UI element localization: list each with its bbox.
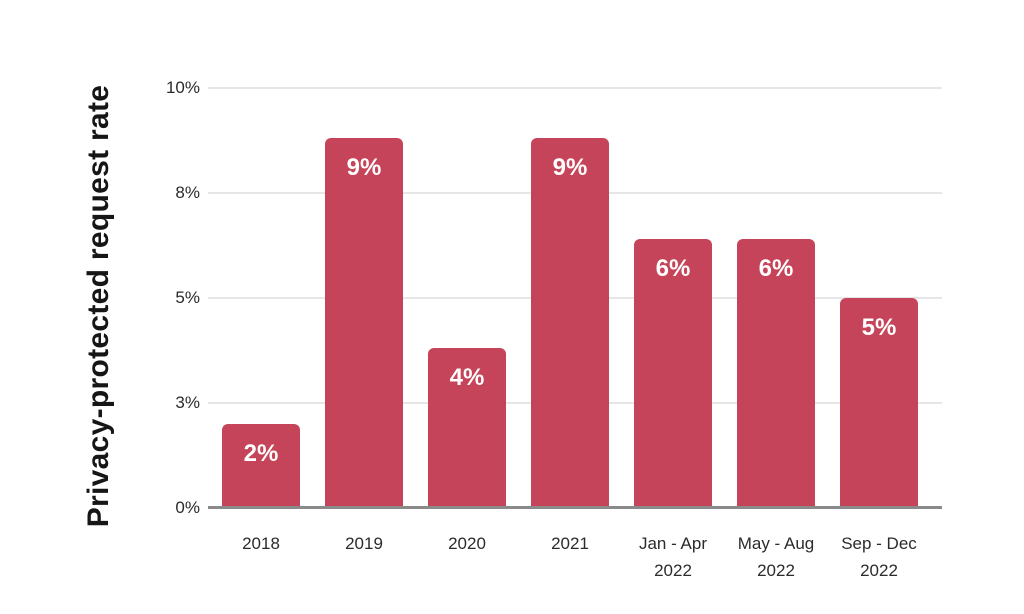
bar-value-label: 2% xyxy=(243,440,279,467)
x-axis-label: 2020 xyxy=(448,534,486,553)
y-axis-tick-label: 8% xyxy=(175,183,200,202)
bar: 6% xyxy=(737,239,815,508)
gridline xyxy=(208,87,942,89)
bar: 9% xyxy=(531,138,609,508)
y-axis-tick-label: 0% xyxy=(175,498,200,517)
y-axis-tick-label: 3% xyxy=(175,393,200,412)
bar-value-label: 6% xyxy=(655,255,691,283)
bar: 9% xyxy=(325,138,403,508)
y-axis-tick-label: 10% xyxy=(165,78,200,97)
bar-value-label: 9% xyxy=(346,154,382,182)
y-axis-tick-label: 5% xyxy=(175,288,200,307)
bar-value-label: 5% xyxy=(861,314,897,341)
bar: 5% xyxy=(840,298,918,508)
bar-value-label: 9% xyxy=(552,154,588,182)
x-axis-line xyxy=(208,506,942,509)
y-axis-title: Privacy-protected request rate xyxy=(82,84,115,528)
bar-value-label: 4% xyxy=(449,364,485,392)
x-axis-label: 2019 xyxy=(345,534,383,553)
x-axis-label: 2021 xyxy=(551,534,589,553)
x-axis-label: Sep - Dec 2022 xyxy=(841,534,917,580)
x-axis-label: Jan - Apr 2022 xyxy=(638,534,708,580)
x-axis-label: 2018 xyxy=(242,534,280,553)
bar: 2% xyxy=(222,424,300,508)
bar-value-label: 6% xyxy=(758,255,794,283)
bar: 6% xyxy=(634,239,712,508)
x-axis-label: May - Aug 2022 xyxy=(737,534,815,580)
bar: 4% xyxy=(428,348,506,508)
